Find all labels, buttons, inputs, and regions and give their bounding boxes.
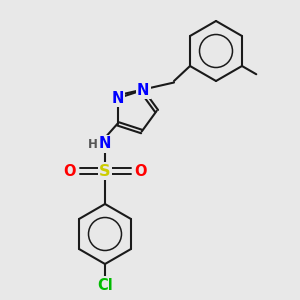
Text: N: N <box>137 83 149 98</box>
Text: O: O <box>63 164 76 178</box>
Text: Cl: Cl <box>97 278 113 292</box>
Text: H: H <box>88 137 97 151</box>
Text: N: N <box>111 91 124 106</box>
Text: N: N <box>98 136 111 152</box>
Text: S: S <box>99 164 111 178</box>
Text: O: O <box>134 164 147 178</box>
